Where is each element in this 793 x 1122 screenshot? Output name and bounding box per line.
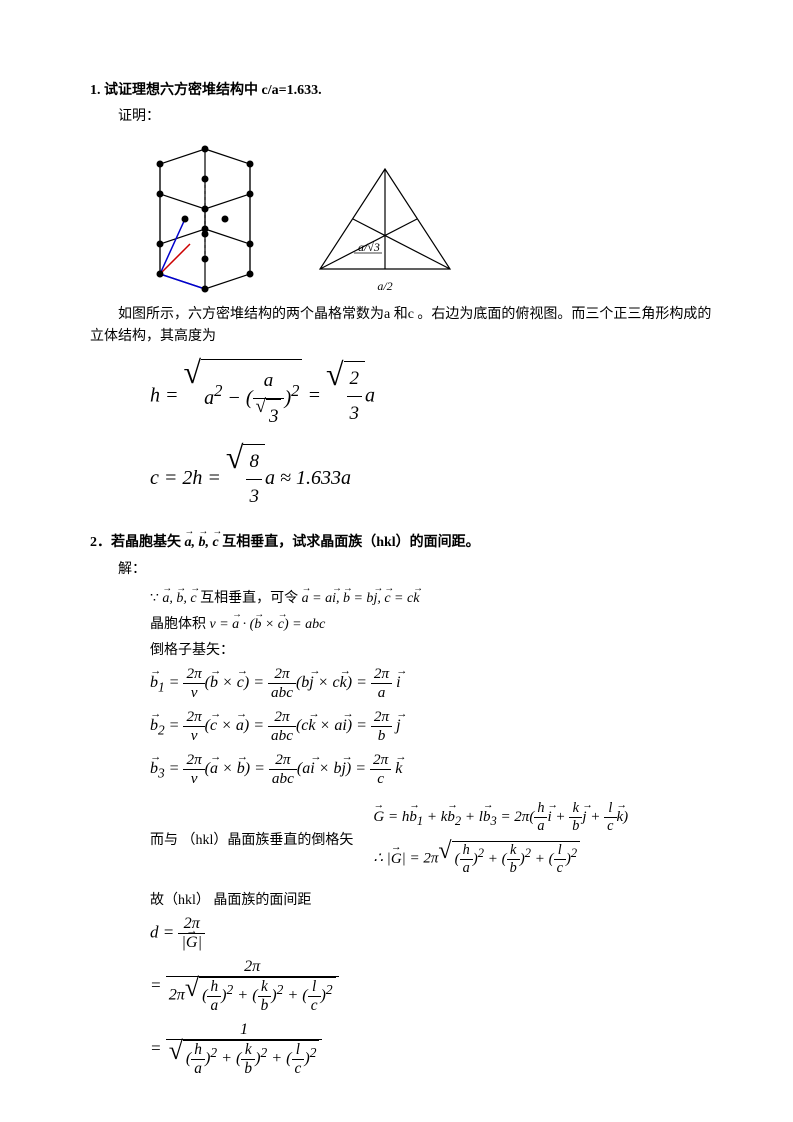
problem2-title: 2．若晶胞基矢 a, b, c 互相垂直，试求晶面族（hkl）的面间距。 bbox=[90, 532, 723, 554]
eq-h: h = √a2 − (a√3)2 = √23a bbox=[150, 359, 723, 434]
sol-label: 解： bbox=[118, 559, 723, 581]
hexagonal-prism-figure bbox=[130, 144, 280, 294]
p2-G: G = hb1 + kb2 + lb3 = 2π(hai + kbj + lck… bbox=[373, 800, 628, 835]
p2-d2: = 2π2π√(ha)2 + (kb)2 + (lc)2 bbox=[150, 958, 723, 1015]
problem2-math: ∵ a, b, c 互相垂直，可令 a = ai, b = bj, c = ck… bbox=[150, 587, 723, 1078]
figure-row: a/√3 a/2 bbox=[130, 144, 723, 294]
eq-c: c = 2h = √83a ≈ 1.633a bbox=[150, 444, 723, 514]
p2-line3: 倒格子基矢： bbox=[150, 639, 723, 659]
tri-label-2: a/2 bbox=[310, 279, 460, 294]
p2-line4: 而与 （hkl）晶面族垂直的倒格矢 bbox=[150, 829, 353, 849]
p2-b1: b1 = 2πv(b × c) = 2πabc(bj × ck) = 2πa i bbox=[150, 665, 723, 702]
p2-b2: b2 = 2πv(c × a) = 2πabc(ck × ai) = 2πb j bbox=[150, 708, 723, 745]
p2-line2: 晶胞体积 v = a · (b × c) = abc bbox=[150, 613, 723, 633]
p2-G-row: 而与 （hkl）晶面族垂直的倒格矢 G = hb1 + kb2 + lb3 = … bbox=[150, 794, 723, 883]
triangle-figure: a/√3 bbox=[310, 159, 460, 279]
p2-b3: b3 = 2πv(a × b) = 2πabc(ai × bj) = 2πc k bbox=[150, 751, 723, 788]
proof-label: 证明： bbox=[118, 106, 723, 128]
triangle-figure-wrap: a/√3 a/2 bbox=[310, 159, 460, 294]
p2-line1: ∵ a, b, c 互相垂直，可令 a = ai, b = bj, c = ck bbox=[150, 587, 723, 607]
problem1-title: 1. 试证理想六方密堆结构中 c/a=1.633. bbox=[90, 80, 723, 102]
p2-d1: d = 2π|G| bbox=[150, 915, 723, 952]
problem1-body: 如图所示，六方密堆结构的两个晶格常数为a 和c 。右边为底面的俯视图。而三个正三… bbox=[90, 304, 723, 349]
p2-d3: = 1√(ha)2 + (kb)2 + (lc)2 bbox=[150, 1021, 723, 1078]
p2-line5: 故（hkl） 晶面族的面间距 bbox=[150, 889, 723, 909]
tri-label-1: a/√3 bbox=[358, 240, 380, 254]
p2-Gmag: ∴ |G| = 2π√(ha)2 + (kb)2 + (lc)2 bbox=[373, 841, 628, 877]
